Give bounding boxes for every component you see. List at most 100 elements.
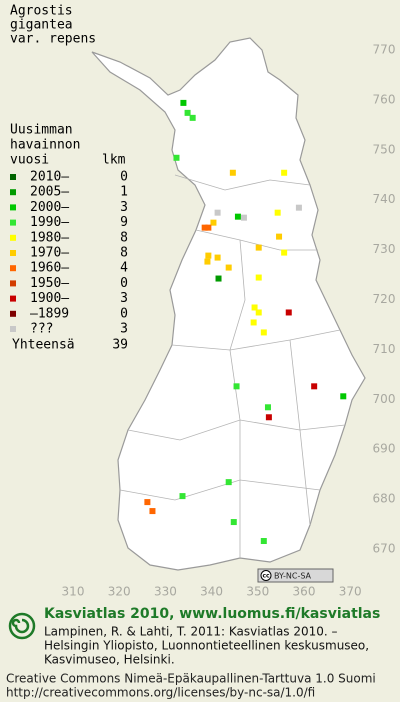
observation — [184, 109, 191, 116]
legend-count: 8 — [120, 246, 128, 261]
y-grid-label: 690 — [373, 442, 396, 456]
license-text: Creative Commons Nimeä-Epäkaupallinen-Ta… — [6, 672, 376, 686]
observation — [234, 213, 241, 220]
y-grid-label: 740 — [373, 192, 396, 206]
y-grid-label: 710 — [373, 342, 396, 356]
legend-label: ??? — [30, 322, 53, 337]
observation — [210, 219, 217, 226]
observation — [295, 204, 302, 211]
observation — [274, 209, 281, 216]
legend-swatch — [10, 280, 16, 287]
citation: Helsingin Yliopisto, Luonnontieteellinen… — [44, 639, 369, 653]
legend-swatch — [10, 219, 16, 226]
observation — [340, 393, 347, 400]
observation — [233, 383, 240, 390]
observation — [144, 499, 151, 506]
x-grid-label: 360 — [293, 585, 316, 599]
observation — [214, 209, 221, 216]
legend-count: 1 — [120, 185, 128, 200]
observation — [201, 224, 208, 231]
legend-swatch — [10, 189, 16, 196]
species-name: Agrostis — [10, 4, 73, 19]
observation — [276, 233, 283, 240]
cc-icon: cc — [262, 573, 270, 580]
observation — [149, 508, 156, 515]
observation — [281, 169, 288, 176]
x-grid-label: 370 — [339, 585, 362, 599]
legend-label: 1980– — [30, 230, 69, 245]
legend-header: vuosi — [10, 153, 49, 168]
observation — [251, 304, 258, 311]
observation — [214, 254, 221, 261]
legend-count-header: lkm — [102, 153, 126, 168]
license-badge: cc BY-NC-SA — [257, 568, 334, 583]
total-count: 39 — [112, 338, 128, 353]
observation — [225, 479, 232, 486]
legend-count: 0 — [120, 306, 128, 321]
legend-swatch — [10, 310, 16, 317]
legend-label: 2005– — [30, 185, 69, 200]
legend-swatch — [10, 250, 16, 256]
observation — [260, 329, 267, 336]
legend-count: 8 — [120, 230, 128, 245]
observation — [205, 252, 212, 259]
logo — [8, 612, 36, 640]
observation — [204, 258, 211, 265]
observation — [281, 249, 288, 256]
legend-label: 2010– — [30, 170, 69, 185]
license-url: http://creativecommons.org/licenses/by-n… — [6, 686, 315, 700]
x-grid-label: 330 — [154, 585, 177, 599]
y-grid-label: 680 — [373, 492, 396, 506]
observation — [265, 414, 272, 421]
legend-label: –1899 — [30, 306, 69, 321]
observation — [225, 264, 232, 271]
observation — [260, 538, 267, 545]
observation — [255, 244, 262, 251]
legend-swatch — [10, 204, 16, 211]
grid-labels: 310 320 330 340 350 360 3707707607507407307207… — [62, 43, 396, 599]
observation — [230, 519, 237, 526]
observation — [205, 224, 212, 231]
legend-swatch — [10, 234, 16, 241]
observation — [229, 169, 236, 176]
badge-box — [257, 568, 334, 583]
legend-count: 3 — [120, 291, 128, 306]
cc-circle — [260, 570, 272, 581]
legend: 2010– 0 2005– 1 2000– 3 1990– 9 1980– 8 1970– 8 1960… — [10, 170, 128, 353]
legend-swatch — [10, 295, 16, 302]
citation: Kasvimuseo, Helsinki. — [44, 653, 175, 667]
citation: Lampinen, R. & Lahti, T. 2011: Kasviatla… — [44, 625, 338, 639]
observation — [240, 214, 247, 221]
observation — [215, 275, 222, 282]
x-grid-label: 320 — [108, 585, 131, 599]
total-label: Yhteensä — [12, 338, 75, 353]
legend-count: 9 — [120, 215, 128, 230]
observation — [255, 274, 262, 281]
observation — [250, 319, 257, 326]
x-grid-label: 340 — [200, 585, 223, 599]
observation — [264, 404, 271, 411]
legend-swatch — [10, 326, 16, 332]
y-grid-label: 720 — [373, 292, 396, 306]
legend-count: 0 — [120, 170, 128, 185]
observation — [180, 99, 187, 106]
observation — [173, 154, 180, 161]
legend-count: 3 — [120, 200, 128, 215]
legend-count: 3 — [120, 322, 128, 337]
y-grid-label: 750 — [373, 142, 396, 156]
legend-label: 1960– — [30, 261, 69, 276]
legend-count: 0 — [120, 276, 128, 291]
x-grid-label: 310 — [62, 585, 85, 599]
legend-header: havainnon — [10, 138, 80, 153]
species-name: gigantea — [10, 18, 73, 33]
y-grid-label: 730 — [373, 242, 396, 256]
observation — [255, 309, 262, 316]
legend-label: 2000– — [30, 200, 69, 215]
legend-label: 1970– — [30, 246, 69, 261]
legend-swatch — [10, 174, 16, 180]
species-name: var. repens — [10, 32, 96, 47]
badge-text: BY-NC-SA — [274, 572, 312, 581]
observations — [144, 99, 347, 545]
